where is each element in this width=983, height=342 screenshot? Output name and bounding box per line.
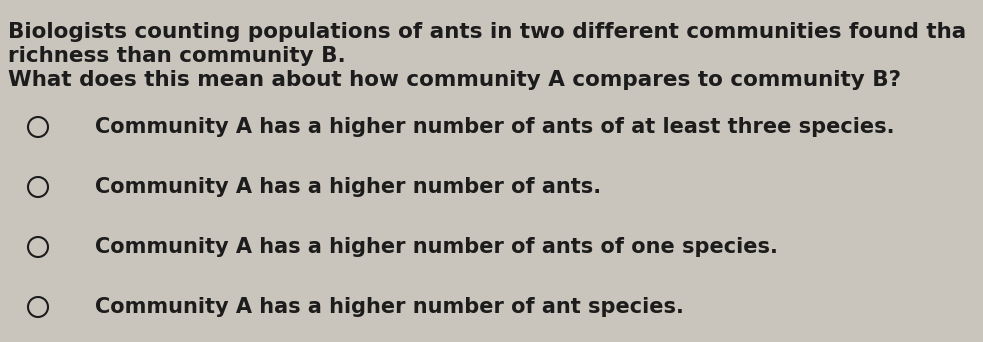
Text: Community A has a higher number of ant species.: Community A has a higher number of ant s… (95, 297, 684, 317)
Text: richness than community B.: richness than community B. (8, 46, 346, 66)
Text: Community A has a higher number of ants.: Community A has a higher number of ants. (95, 177, 602, 197)
Text: Community A has a higher number of ants of one species.: Community A has a higher number of ants … (95, 237, 778, 257)
Text: What does this mean about how community A compares to community B?: What does this mean about how community … (8, 70, 901, 90)
Text: Biologists counting populations of ants in two different communities found tha: Biologists counting populations of ants … (8, 22, 966, 42)
Text: Community A has a higher number of ants of at least three species.: Community A has a higher number of ants … (95, 117, 895, 137)
